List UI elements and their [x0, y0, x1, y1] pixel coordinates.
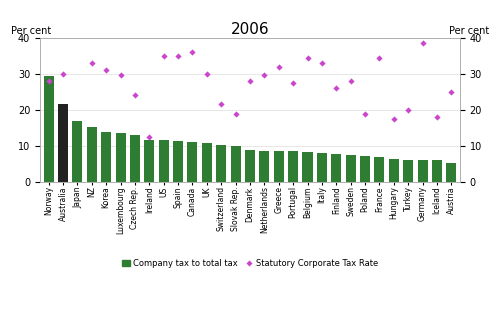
Point: [346, 78, 354, 84]
Point: [289, 80, 297, 85]
Title: 2006: 2006: [230, 22, 270, 36]
Point: [304, 55, 312, 60]
Bar: [302, 152, 312, 182]
Point: [448, 89, 456, 94]
Bar: [432, 160, 442, 182]
Point: [418, 40, 426, 45]
Point: [232, 111, 239, 116]
Text: Per cent: Per cent: [449, 26, 490, 36]
Point: [217, 102, 225, 107]
Point: [260, 73, 268, 78]
Bar: [360, 156, 370, 182]
Bar: [130, 135, 140, 182]
Point: [433, 115, 441, 120]
Bar: [216, 145, 226, 182]
Point: [246, 78, 254, 84]
Bar: [44, 76, 54, 182]
Bar: [274, 151, 284, 182]
Point: [390, 116, 398, 122]
Bar: [86, 127, 97, 182]
Bar: [245, 150, 255, 182]
Bar: [72, 122, 83, 182]
Bar: [403, 160, 413, 182]
Point: [160, 53, 168, 58]
Legend: Company tax to total tax, Statutory Corporate Tax Rate: Company tax to total tax, Statutory Corp…: [118, 256, 382, 271]
Bar: [144, 139, 154, 182]
Point: [44, 78, 52, 84]
Point: [318, 60, 326, 65]
Bar: [389, 159, 399, 182]
Point: [59, 71, 67, 76]
Bar: [101, 132, 111, 182]
Point: [88, 60, 96, 65]
Text: Per cent: Per cent: [10, 26, 51, 36]
Bar: [158, 140, 168, 182]
Point: [404, 107, 412, 112]
Bar: [317, 153, 327, 182]
Bar: [260, 151, 270, 182]
Bar: [230, 146, 240, 182]
Point: [131, 93, 139, 98]
Point: [116, 73, 124, 78]
Bar: [332, 154, 342, 182]
Point: [146, 134, 154, 139]
Point: [74, 32, 82, 37]
Bar: [418, 160, 428, 182]
Bar: [374, 157, 384, 182]
Point: [275, 64, 283, 69]
Bar: [346, 155, 356, 182]
Point: [376, 55, 384, 60]
Bar: [173, 141, 183, 182]
Bar: [188, 142, 198, 182]
Point: [203, 71, 211, 76]
Point: [188, 49, 196, 54]
Bar: [58, 104, 68, 182]
Bar: [288, 151, 298, 182]
Point: [361, 111, 369, 116]
Bar: [446, 163, 456, 182]
Bar: [116, 133, 126, 182]
Point: [174, 53, 182, 58]
Point: [102, 68, 110, 73]
Point: [332, 86, 340, 91]
Bar: [202, 143, 212, 182]
